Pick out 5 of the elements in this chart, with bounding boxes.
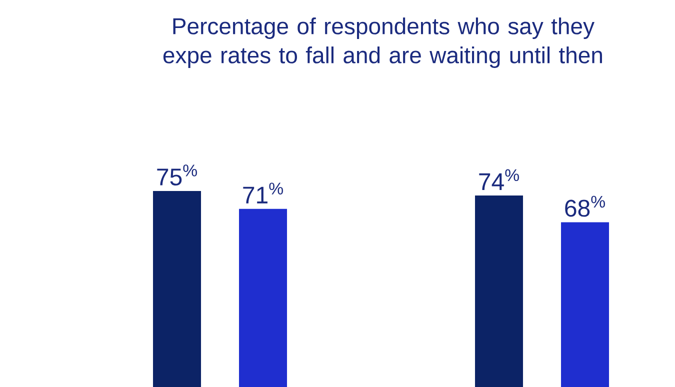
data-label: 71$^{%}$ xyxy=(243,182,283,204)
data-label: 68$^{%}$ xyxy=(565,196,605,217)
data-label: 74$^{%}$ xyxy=(479,169,519,190)
chart-title: Percentage of respondents who say they expe rates to fall and are waiting until then xyxy=(163,18,602,68)
data-label: 75$^{%}$ xyxy=(157,164,197,186)
